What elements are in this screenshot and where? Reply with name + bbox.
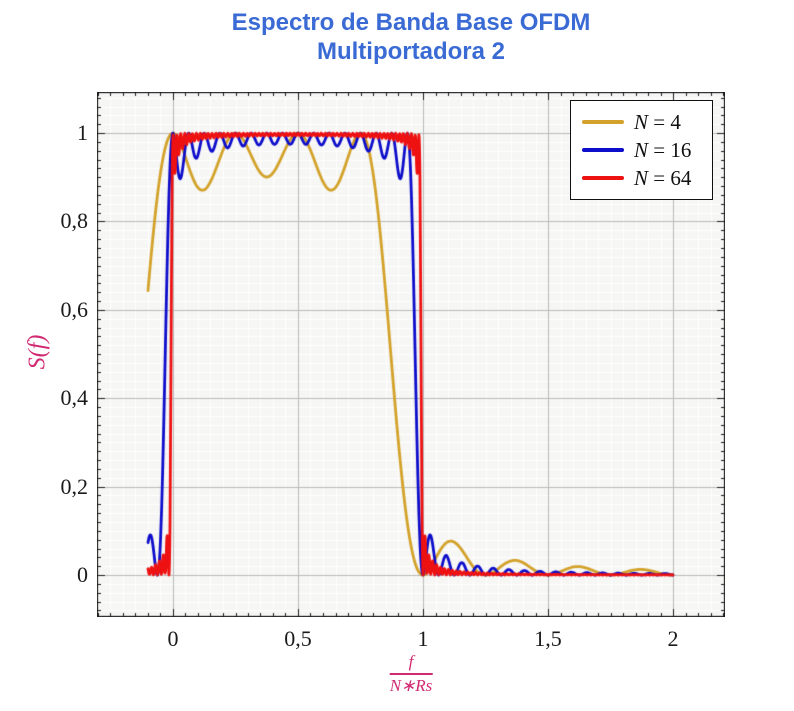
x-tick-label: 0 — [167, 626, 179, 651]
x-tick-label: 2 — [667, 626, 679, 651]
legend-label: N = 64 — [634, 165, 692, 190]
chart-title-line1: Espectro de Banda Base OFDM — [231, 9, 591, 36]
y-axis-label: S(f) — [25, 335, 52, 370]
y-tick-label: 0 — [77, 562, 88, 588]
y-tick-label: 1 — [77, 120, 88, 146]
legend: N = 4 N = 16 N = 64 — [570, 100, 713, 200]
y-axis-label-text: S(f) — [24, 334, 51, 370]
y-tick-label: 0,4 — [60, 385, 89, 411]
legend-line-swatch — [582, 120, 624, 124]
chart-title-line2: Multiportadora 2 — [316, 38, 505, 65]
legend-line-swatch — [582, 176, 624, 180]
x-tick-label: 1 — [417, 626, 429, 651]
chart-title: Espectro de Banda Base OFDM Multiportado… — [97, 8, 725, 66]
y-tick-label: 0,6 — [60, 296, 89, 322]
x-tick-label: 1,5 — [534, 626, 562, 651]
legend-entry: N = 16 — [582, 136, 712, 164]
legend-label: N = 4 — [634, 109, 681, 134]
x-axis-label: f N∗Rs — [389, 652, 433, 696]
y-tick-label: 0,8 — [60, 208, 89, 234]
x-tick-label: 0,5 — [284, 626, 312, 651]
legend-line-swatch — [582, 148, 624, 152]
legend-label: N = 16 — [634, 137, 692, 162]
y-tick-label: 0,2 — [60, 473, 89, 499]
legend-entry: N = 64 — [582, 164, 712, 192]
x-axis-label-numerator: f — [408, 652, 414, 671]
x-axis-label-denominator: N∗Rs — [389, 676, 433, 695]
legend-entry: N = 4 — [582, 108, 712, 136]
fraction-bar — [389, 673, 433, 675]
